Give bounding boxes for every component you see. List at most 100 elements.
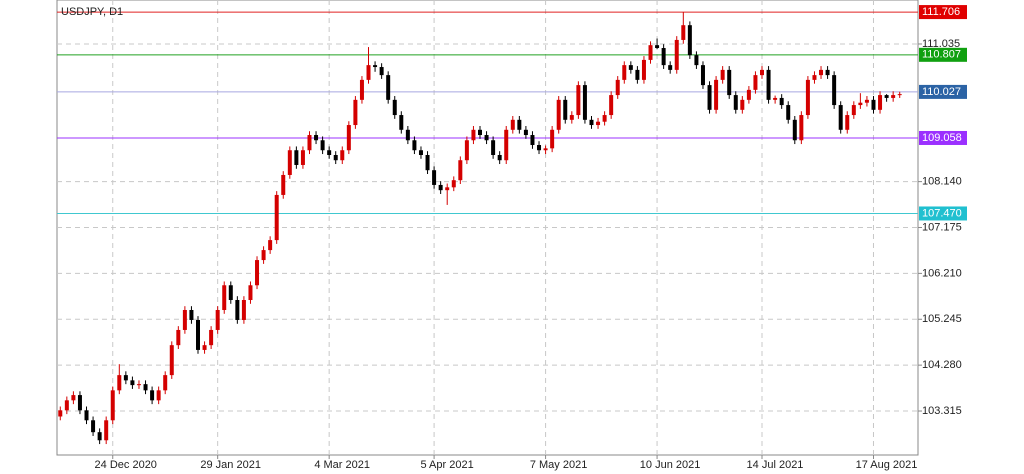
candle-body (458, 160, 463, 181)
candle-body (97, 432, 102, 441)
level-label-box (919, 84, 967, 99)
candle-body (307, 135, 312, 151)
candle-body (261, 250, 266, 261)
candle-body (228, 285, 233, 301)
candle-body (805, 79, 810, 116)
candle-body (543, 148, 548, 151)
candle-body (530, 135, 535, 146)
candle-body (248, 285, 253, 301)
candle-body (523, 129, 528, 136)
candle-body (714, 79, 719, 110)
y-tick-label: 107.175 (922, 221, 962, 233)
candle-body (359, 79, 364, 100)
candle-body (104, 420, 109, 441)
candle-body (727, 69, 732, 96)
candle-body (576, 85, 581, 116)
plot-frame (56, 0, 919, 456)
candle-body (471, 129, 476, 141)
candle-body (333, 154, 338, 161)
candle-body (464, 140, 469, 161)
x-tick-label: 4 Mar 2021 (314, 459, 370, 471)
candle-body (615, 79, 620, 96)
candle-body (602, 115, 607, 122)
level-label-box (919, 206, 967, 221)
candle-body (445, 187, 450, 191)
candle-body (792, 119, 797, 141)
candle-body (897, 94, 902, 96)
candle-body (858, 102, 863, 106)
candle-body (504, 129, 509, 161)
candle-body (399, 115, 404, 130)
candle-body (661, 48, 666, 66)
candle-body (58, 410, 63, 417)
candle-body (491, 140, 496, 155)
candle-body (320, 140, 325, 151)
candle-body (556, 99, 561, 130)
candle-body (386, 75, 391, 100)
level-label: 107.470 (922, 207, 962, 219)
candle-body (707, 85, 712, 110)
level-label-box (919, 130, 967, 145)
candle-body (182, 309, 187, 330)
candle-body (851, 105, 856, 116)
candle-body (366, 65, 371, 80)
candle-body (150, 390, 155, 401)
candle-body (222, 285, 227, 310)
y-tick-label: 104.280 (922, 359, 962, 371)
candle-body (569, 115, 574, 120)
candle-body (497, 154, 502, 161)
candle-body (891, 95, 896, 98)
candle-body (668, 65, 673, 70)
candle-body (687, 25, 692, 56)
candle-body (346, 125, 351, 151)
x-tick-label: 24 Dec 2020 (95, 459, 157, 471)
candle-body (373, 65, 378, 68)
candles (58, 12, 902, 445)
candle-body (209, 329, 214, 346)
level-label-box (919, 5, 967, 20)
candle-body (136, 384, 141, 386)
candle-body (635, 69, 640, 80)
x-tick-label: 7 May 2021 (530, 459, 587, 471)
candle-body (418, 150, 423, 155)
candle-body (609, 95, 614, 116)
candle-body (838, 105, 843, 130)
x-tick-label: 29 Jan 2021 (200, 459, 261, 471)
candle-body (760, 69, 764, 76)
candle-body (779, 97, 784, 106)
candle-body (510, 119, 515, 130)
candle-body (438, 184, 443, 191)
candle-body (91, 420, 96, 433)
candle-body (740, 99, 745, 110)
candle-body (825, 69, 830, 76)
candle-body (641, 59, 646, 80)
x-tick-label: 5 Apr 2021 (420, 459, 473, 471)
candle-body (392, 99, 397, 116)
candle-body (64, 400, 69, 411)
y-tick-label: 108.140 (922, 176, 962, 188)
y-tick-label: 105.245 (922, 313, 962, 325)
candle-body (294, 150, 299, 165)
candle-body (786, 105, 791, 120)
candle-body (300, 150, 305, 165)
candle-body (550, 129, 555, 149)
candle-body (563, 99, 568, 120)
candle-body (215, 309, 220, 330)
candle-body (405, 129, 410, 141)
y-tick-label: 106.210 (922, 267, 962, 279)
candle-body (143, 384, 148, 391)
candle-body (274, 194, 279, 241)
y-tick-label: 103.315 (922, 405, 962, 417)
candle-body (884, 95, 889, 98)
candle-body (77, 395, 82, 411)
candle-body (156, 390, 161, 401)
candle-body (694, 55, 699, 66)
candle-body (353, 99, 358, 126)
candle-body (720, 69, 725, 80)
candle-body (84, 410, 89, 421)
candle-body (130, 380, 135, 386)
level-label: 111.706 (922, 6, 960, 18)
candle-body (832, 75, 837, 106)
candle-body (628, 65, 633, 70)
